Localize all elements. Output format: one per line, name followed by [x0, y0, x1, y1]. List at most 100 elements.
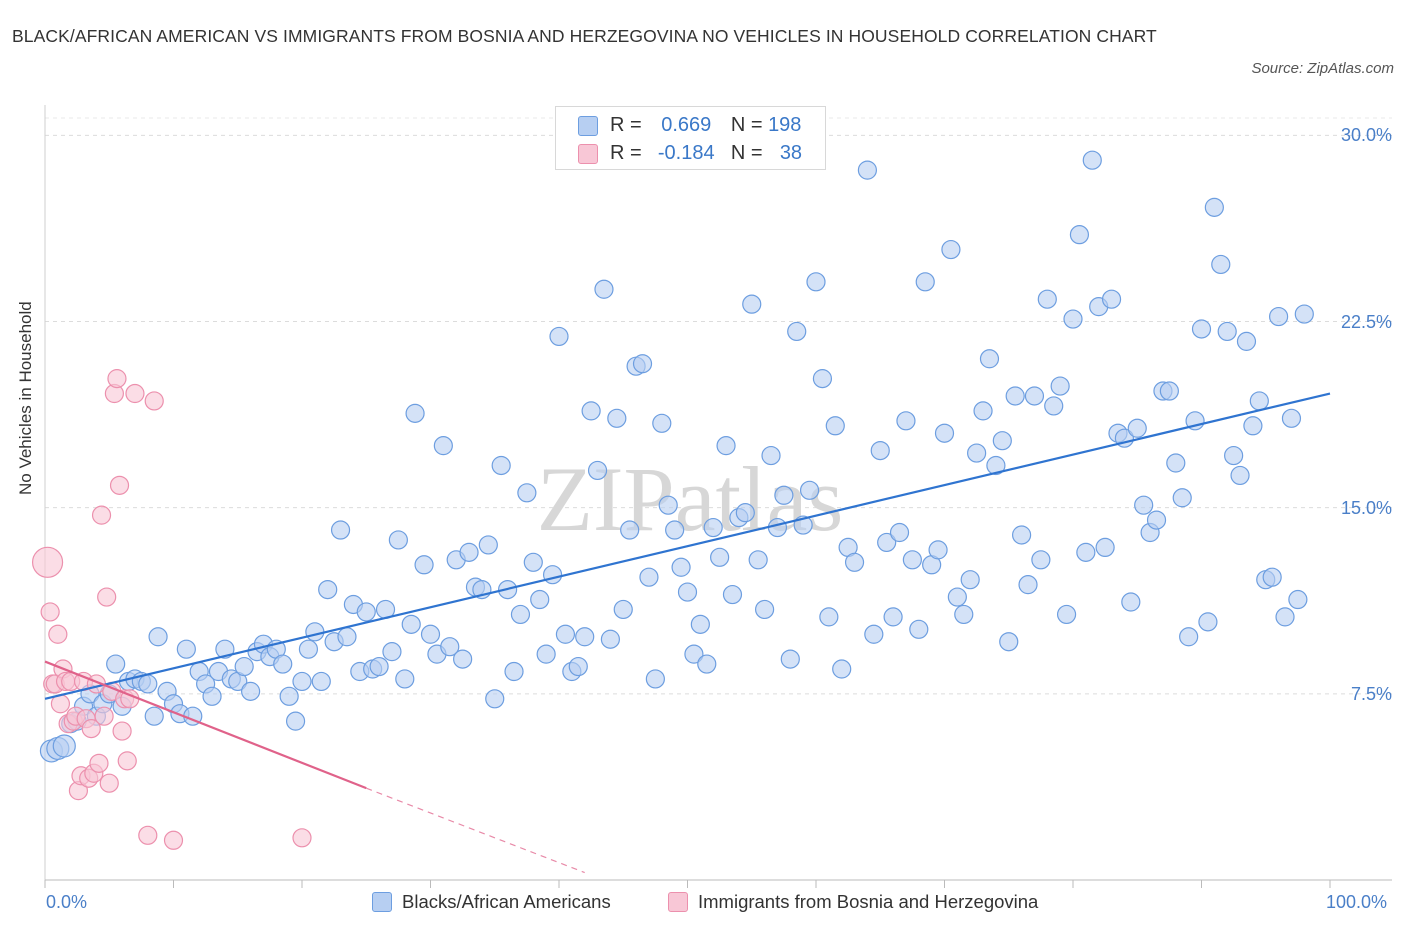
point-blacks	[202, 686, 222, 706]
point-blacks	[1121, 592, 1141, 612]
point-blacks	[568, 656, 588, 677]
point-blacks	[1076, 542, 1096, 562]
point-blacks	[697, 654, 717, 674]
point-blacks	[311, 671, 331, 692]
point-blacks	[292, 671, 312, 692]
y-tick-label: 30.0%	[1340, 125, 1392, 146]
point-blacks	[665, 520, 685, 540]
point-blacks	[947, 587, 967, 607]
point-blacks	[960, 570, 980, 590]
point-blacks	[420, 624, 441, 644]
point-blacks	[864, 624, 884, 644]
point-blacks	[478, 535, 498, 555]
point-blacks	[1236, 331, 1257, 351]
point-bosnia	[48, 624, 68, 644]
point-blacks	[658, 495, 678, 515]
point-blacks	[1172, 488, 1192, 508]
point-blacks	[433, 436, 453, 456]
point-blacks	[1082, 150, 1102, 170]
trend-line-bosnia	[44, 660, 367, 790]
point-blacks	[106, 654, 126, 674]
point-blacks	[986, 455, 1006, 476]
point-blacks	[1069, 225, 1090, 245]
point-blacks	[1037, 289, 1057, 309]
point-bosnia	[91, 505, 112, 525]
point-blacks	[1262, 567, 1282, 587]
point-bosnia	[99, 773, 119, 793]
point-blacks	[1050, 376, 1070, 396]
point-bosnia	[97, 587, 117, 607]
point-blacks	[934, 423, 955, 443]
point-blacks	[491, 455, 511, 476]
point-blacks	[973, 401, 993, 421]
r-label: R =	[610, 142, 642, 164]
point-blacks	[677, 582, 698, 602]
point-blacks	[1191, 319, 1212, 339]
point-blacks	[1134, 495, 1154, 515]
point-blacks	[877, 532, 897, 553]
point-bosnia	[107, 369, 127, 389]
point-blacks	[330, 520, 351, 540]
y-tick-label: 15.0%	[1340, 497, 1392, 518]
point-blacks	[395, 669, 415, 689]
point-blacks	[799, 480, 820, 500]
point-blacks	[1179, 627, 1199, 647]
trend-lines	[44, 392, 1331, 874]
point-blacks	[780, 649, 800, 669]
point-blacks	[652, 413, 672, 433]
n-label: N =	[730, 142, 763, 164]
point-blacks	[883, 607, 903, 627]
data-points	[31, 150, 1314, 850]
point-blacks	[1024, 386, 1045, 406]
point-blacks	[1294, 304, 1314, 324]
n-value: 38	[779, 142, 803, 164]
legend-swatch-blue	[372, 892, 392, 912]
point-blacks	[459, 542, 479, 562]
point-blacks	[273, 654, 293, 674]
point-blacks	[405, 403, 425, 423]
point-bosnia	[81, 718, 101, 739]
point-blacks	[613, 599, 633, 620]
n-value: 198	[768, 114, 802, 136]
point-blacks	[587, 460, 608, 481]
point-blacks	[453, 649, 473, 669]
y-axis-label: No Vehicles in Household	[16, 301, 35, 495]
r-value: 0.669	[661, 114, 712, 136]
chart-title: BLACK/AFRICAN AMERICAN VS IMMIGRANTS FRO…	[12, 26, 1157, 46]
point-blacks	[542, 565, 563, 585]
point-blacks	[742, 294, 762, 314]
legend-swatch-pink	[668, 892, 688, 912]
point-blacks	[915, 272, 935, 292]
point-blacks	[1159, 381, 1179, 401]
point-bosnia	[112, 721, 132, 741]
point-blacks	[504, 661, 524, 682]
point-blacks	[1230, 465, 1250, 486]
point-bosnia	[31, 546, 64, 578]
point-blacks	[1224, 445, 1244, 466]
point-blacks	[928, 540, 948, 560]
point-blacks	[767, 517, 788, 538]
point-blacks	[148, 627, 168, 647]
point-blacks	[555, 624, 576, 644]
trend-line-bosnia-extension	[366, 787, 585, 874]
watermark: ZIPatlas	[537, 448, 844, 550]
point-blacks	[1268, 306, 1289, 327]
point-bosnia	[94, 706, 114, 726]
point-blacks	[1249, 391, 1269, 411]
n-label: N =	[730, 114, 763, 136]
point-blacks	[909, 619, 929, 639]
point-blacks	[774, 485, 794, 505]
point-blacks	[1281, 408, 1302, 428]
point-blacks	[857, 160, 878, 180]
point-blacks	[671, 557, 691, 577]
point-blacks	[812, 369, 833, 389]
point-blacks	[1204, 197, 1224, 217]
point-blacks	[510, 604, 531, 625]
point-blacks	[285, 711, 306, 731]
legend-swatch-pink	[578, 144, 598, 164]
point-blacks	[144, 706, 164, 726]
point-blacks	[549, 326, 569, 347]
point-blacks	[298, 639, 319, 659]
point-blacks	[819, 607, 839, 627]
point-bosnia	[163, 830, 184, 850]
